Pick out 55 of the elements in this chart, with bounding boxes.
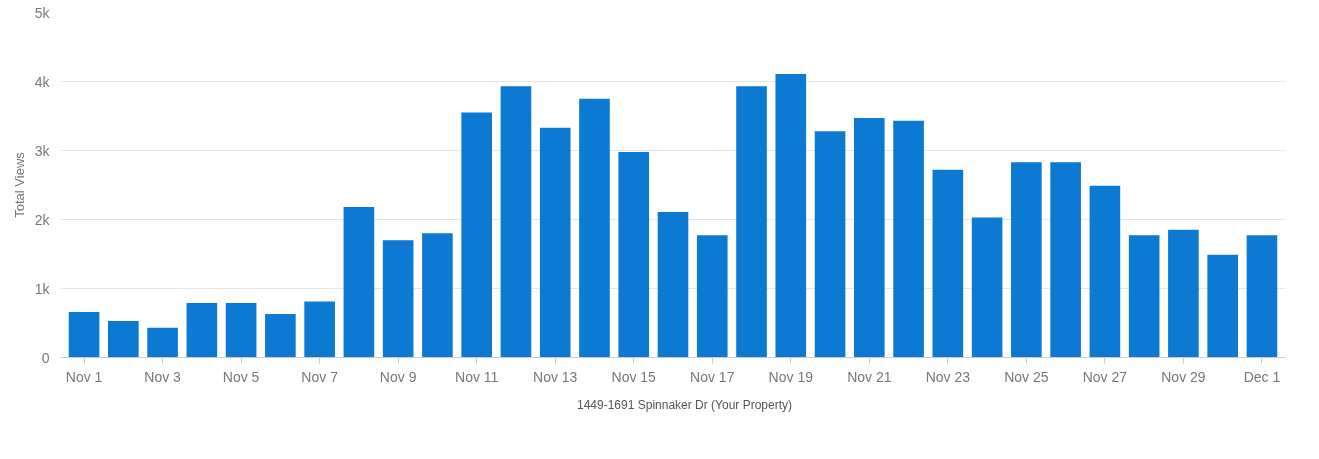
bar xyxy=(736,86,767,358)
bar xyxy=(147,327,178,358)
x-tick-label: Nov 15 xyxy=(611,368,657,385)
bar xyxy=(579,98,610,358)
y-tick-label: 3k xyxy=(34,142,51,159)
x-tick-label: Nov 11 xyxy=(455,368,499,385)
bar xyxy=(971,217,1003,358)
bar xyxy=(461,112,492,358)
bar xyxy=(225,302,257,358)
x-tick-label: Nov 29 xyxy=(1161,368,1206,385)
y-axis-title: Total Views xyxy=(11,151,27,218)
y-tick-label: 2k xyxy=(34,211,51,228)
bar xyxy=(618,151,650,358)
bar xyxy=(1207,254,1238,358)
bar xyxy=(1089,185,1121,358)
bar xyxy=(108,320,139,358)
bar xyxy=(422,233,453,358)
bar xyxy=(265,314,296,358)
y-tick-label: 5k xyxy=(34,4,51,21)
text: 1449-1691 Spinnaker Dr (Your Property) xyxy=(576,398,793,412)
bar xyxy=(854,118,885,358)
y-tick-label: 4k xyxy=(34,73,51,90)
bar xyxy=(1246,235,1278,358)
bar xyxy=(304,301,335,358)
bar xyxy=(343,207,375,358)
y-tick-label: 1k xyxy=(34,280,51,297)
x-tick-label: Nov 7 xyxy=(301,368,339,385)
x-tick-label: Nov 5 xyxy=(222,368,260,385)
bar xyxy=(1128,235,1160,358)
bar xyxy=(775,73,807,358)
x-tick-label: Nov 27 xyxy=(1082,368,1128,385)
bar xyxy=(893,120,924,358)
bar xyxy=(657,211,689,358)
x-tick-label: Nov 23 xyxy=(925,368,971,385)
x-tick-label: Nov 19 xyxy=(768,368,814,385)
x-tick-label: Nov 13 xyxy=(533,368,578,385)
x-tick-label: Nov 1 xyxy=(65,368,103,385)
bar xyxy=(932,169,964,358)
y-tick-label: 0 xyxy=(41,349,50,366)
bar xyxy=(1168,229,1199,358)
bar xyxy=(500,86,532,358)
bar xyxy=(696,235,728,358)
x-tick-label: Nov 17 xyxy=(690,368,735,385)
x-tick-label: Nov 9 xyxy=(379,368,417,385)
bar xyxy=(1050,162,1081,358)
bar xyxy=(1011,162,1042,358)
bar xyxy=(814,131,846,358)
x-tick-label: Nov 21 xyxy=(847,368,892,385)
x-tick-label: Nov 3 xyxy=(144,368,182,385)
x-tick-label: Nov 25 xyxy=(1004,368,1049,385)
bar xyxy=(186,302,218,358)
bar xyxy=(382,240,414,358)
x-tick-label: Dec 1 xyxy=(1243,368,1281,385)
bar xyxy=(68,311,100,358)
bar xyxy=(539,127,571,358)
